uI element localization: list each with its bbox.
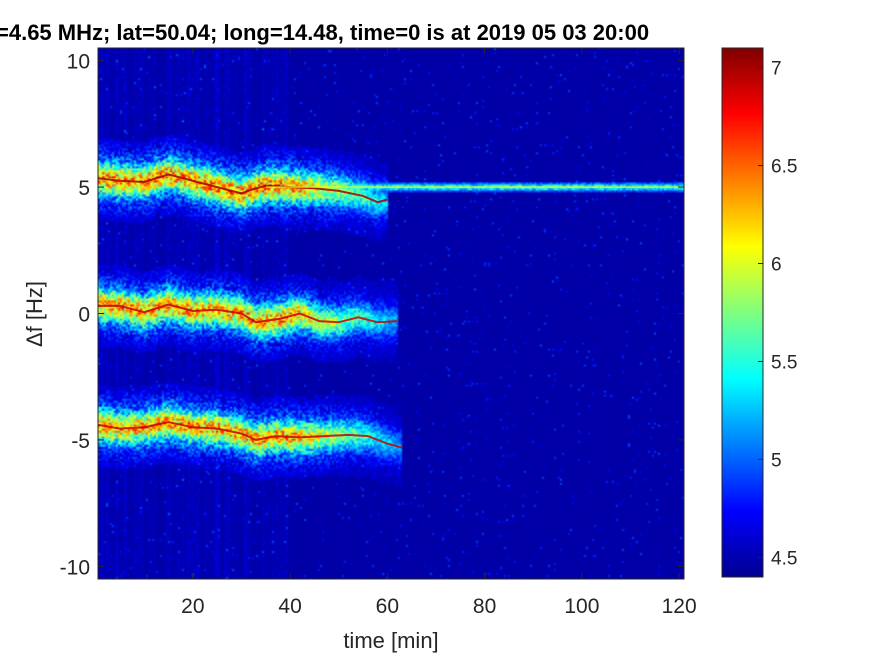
y-tick-label: 5 — [78, 177, 90, 200]
colorbar-tick-label: 6 — [771, 255, 782, 276]
x-tick-label: 120 — [662, 595, 697, 618]
plot-area — [97, 47, 685, 580]
x-axis-ticks: 20 40 60 80 100 120 — [181, 48, 697, 618]
colorbar-tick-label: 7 — [771, 59, 782, 80]
trace-line — [98, 303, 398, 324]
x-axis-label: time [min] — [343, 628, 438, 653]
x-tick-label: 20 — [181, 595, 204, 618]
x-tick-label: 60 — [376, 595, 399, 618]
x-tick-label: 40 — [278, 595, 301, 618]
trace-line — [97, 421, 403, 449]
y-tick-label: 0 — [78, 304, 90, 327]
colorbar-tick-label: 5 — [771, 450, 782, 471]
chart-title: =4.65 MHz; lat=50.04; long=14.48, time=0… — [0, 20, 649, 45]
colorbar-tick-label: 4.5 — [771, 548, 797, 569]
colorbar-tick-label: 6.5 — [771, 157, 797, 178]
x-tick-label: 100 — [564, 595, 599, 618]
colorbar: 7 6.5 6 5.5 5 4.5 — [721, 47, 797, 578]
y-tick-label: -10 — [60, 556, 90, 579]
heatmap-image — [98, 48, 684, 579]
colorbar-ticks: 7 6.5 6 5.5 5 4.5 — [758, 59, 797, 569]
trace-overlays — [97, 173, 684, 449]
y-axis-label: Δf [Hz] — [22, 281, 47, 347]
colorbar-tick-label: 5.5 — [771, 352, 797, 373]
y-tick-label: 10 — [67, 51, 90, 74]
trace-line — [97, 173, 388, 204]
y-tick-label: -5 — [71, 430, 90, 453]
x-tick-label: 80 — [473, 595, 496, 618]
y-axis-ticks: 10 5 0 -5 -10 — [60, 51, 684, 579]
colorbar-gradient — [721, 47, 764, 578]
